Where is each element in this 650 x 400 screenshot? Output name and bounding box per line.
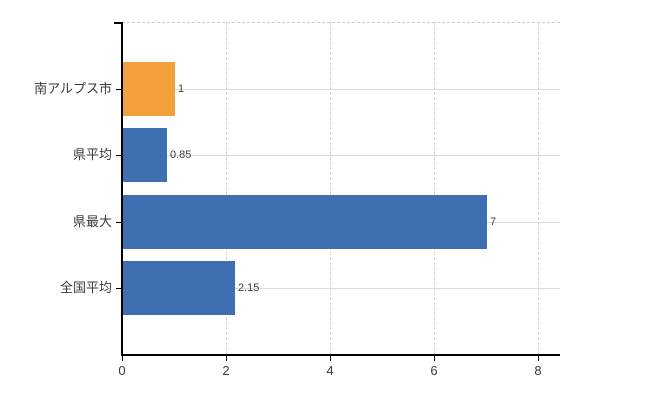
horizontal-gridline [122,89,560,90]
y-axis-tick [116,155,122,156]
y-axis-top-tick [114,22,122,24]
category-label: 南アルプス市 [34,81,112,96]
x-tick-label: 8 [534,363,542,378]
bar-0 [123,62,175,116]
value-label: 1 [178,83,185,95]
plot-top-border [122,22,560,23]
horizontal-gridline [122,288,560,289]
value-label: 7 [490,216,497,228]
x-axis-tick [226,356,227,361]
x-tick-label: 0 [118,363,126,378]
x-axis-tick [330,356,331,361]
y-axis-tick [116,288,122,289]
y-axis-line [121,22,123,355]
x-tick-label: 4 [326,363,334,378]
vertical-gridline [330,22,331,355]
x-axis-tick [122,356,123,361]
vertical-gridline [226,22,227,355]
x-tick-label: 6 [430,363,438,378]
horizontal-gridline [122,155,560,156]
bar-2 [123,195,487,249]
vertical-gridline [434,22,435,355]
vertical-gridline [538,22,539,355]
bar-1 [123,128,167,182]
x-axis-line [121,354,560,356]
bar-3 [123,261,235,315]
category-label: 県平均 [72,147,112,162]
x-axis-tick [538,356,539,361]
value-label: 2.15 [238,282,260,294]
y-axis-tick [116,89,122,90]
category-label: 全国平均 [59,280,112,295]
y-axis-tick [116,222,122,223]
x-tick-label: 2 [222,363,230,378]
category-label: 県最大 [72,214,112,229]
value-label: 0.85 [170,149,192,161]
x-axis-tick [434,356,435,361]
